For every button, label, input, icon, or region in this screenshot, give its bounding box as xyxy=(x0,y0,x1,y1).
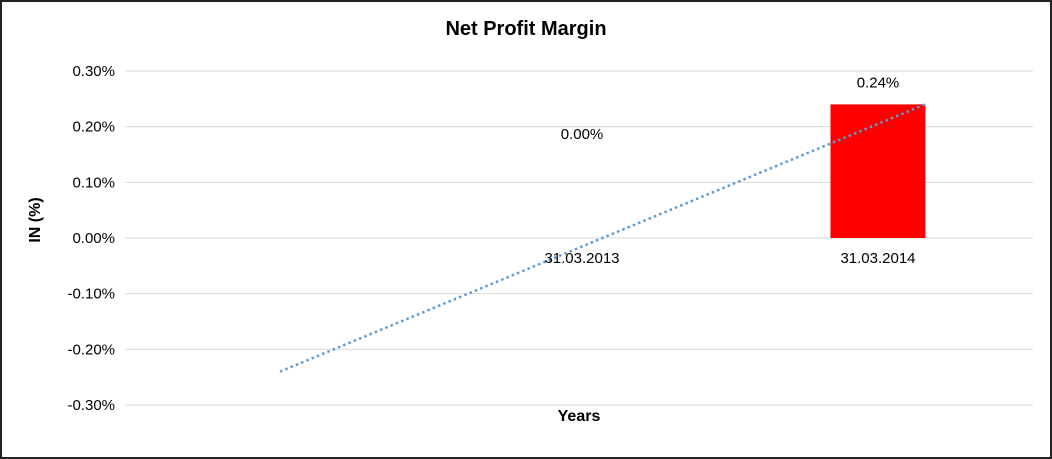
x-axis-title: Years xyxy=(557,408,601,425)
y-tick-label: -0.10% xyxy=(67,286,115,303)
y-tick-label: -0.30% xyxy=(67,397,115,414)
y-tick-label: 0.20% xyxy=(72,119,115,136)
y-tick-label: 0.10% xyxy=(72,174,115,191)
bar-31.03.2014 xyxy=(830,104,926,239)
trendline xyxy=(279,103,926,373)
data-label: 0.00% xyxy=(561,126,604,143)
data-label: 0.24% xyxy=(857,74,900,91)
y-tick-label: -0.20% xyxy=(67,341,115,358)
y-tick-label: 0.00% xyxy=(72,230,115,247)
x-category-label: 31.03.2013 xyxy=(544,250,619,267)
x-category-label: 31.03.2014 xyxy=(840,250,915,267)
chart-title: Net Profit Margin xyxy=(445,18,607,40)
y-tick-label: 0.30% xyxy=(72,63,115,80)
